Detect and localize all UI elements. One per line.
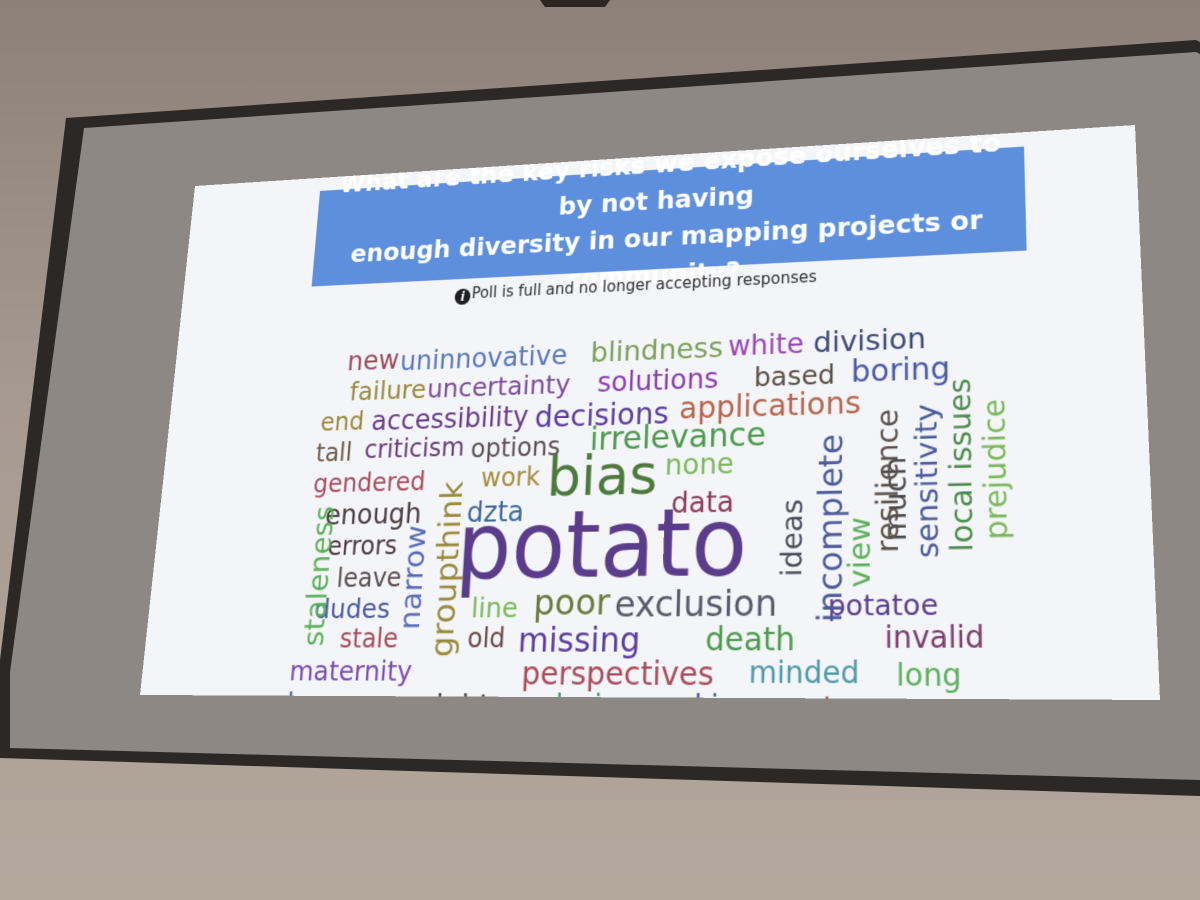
word-cloud-term: work [480, 461, 541, 493]
word-cloud-term: staleness [296, 505, 341, 647]
word-cloud-term: uncertainty [426, 368, 572, 404]
word-cloud-term: stale [338, 623, 400, 655]
word-cloud-term: resilience [870, 408, 906, 554]
word-cloud-term: accessibility [370, 401, 530, 438]
projected-slide-wrapper: What are the key risks we expose ourselv… [139, 124, 1160, 700]
word-cloud-term: old [466, 622, 507, 654]
word-cloud-term: missing [517, 620, 641, 661]
word-cloud-term: failure [348, 374, 428, 407]
word-cloud-term: white [727, 328, 804, 364]
word-cloud-term: tall [314, 437, 354, 468]
word-cloud-term: line [470, 591, 519, 625]
word-cloud-term: potato [453, 488, 749, 602]
word-cloud-term: perspectives [520, 654, 715, 694]
word-cloud-term: new [346, 345, 401, 378]
ceiling-fixture [540, 0, 610, 7]
word-cloud-term: leave [335, 562, 403, 594]
word-cloud-term: invalid [884, 620, 985, 657]
wall-lower [0, 800, 1200, 900]
word-cloud-term: none [664, 448, 735, 483]
word-cloud-term: ideas [775, 498, 810, 577]
word-cloud-term: minded [748, 656, 860, 692]
word-cloud-term: gendered [312, 466, 427, 499]
word-cloud-term: sensitivity [909, 403, 947, 559]
word-cloud-term: criticism [363, 432, 466, 465]
word-cloud-term: maternity [288, 655, 414, 688]
word-cloud-term: boring [850, 350, 951, 390]
word-cloud-term: local issues [942, 377, 981, 553]
word-cloud-term: blindness [589, 331, 724, 370]
projected-slide: What are the key risks we expose ourselv… [139, 124, 1160, 700]
word-cloud-term: groupthink [424, 480, 471, 658]
info-icon: i [454, 288, 472, 306]
word-cloud-term: exclusion [613, 581, 778, 626]
word-cloud-term: narrow [392, 524, 433, 630]
word-cloud-term: long [896, 658, 962, 695]
word-cloud-term: poor [532, 580, 611, 624]
word-cloud-term: death [704, 620, 796, 659]
word-cloud-term: end [319, 407, 366, 437]
word-cloud-term: prejudice [976, 398, 1016, 541]
